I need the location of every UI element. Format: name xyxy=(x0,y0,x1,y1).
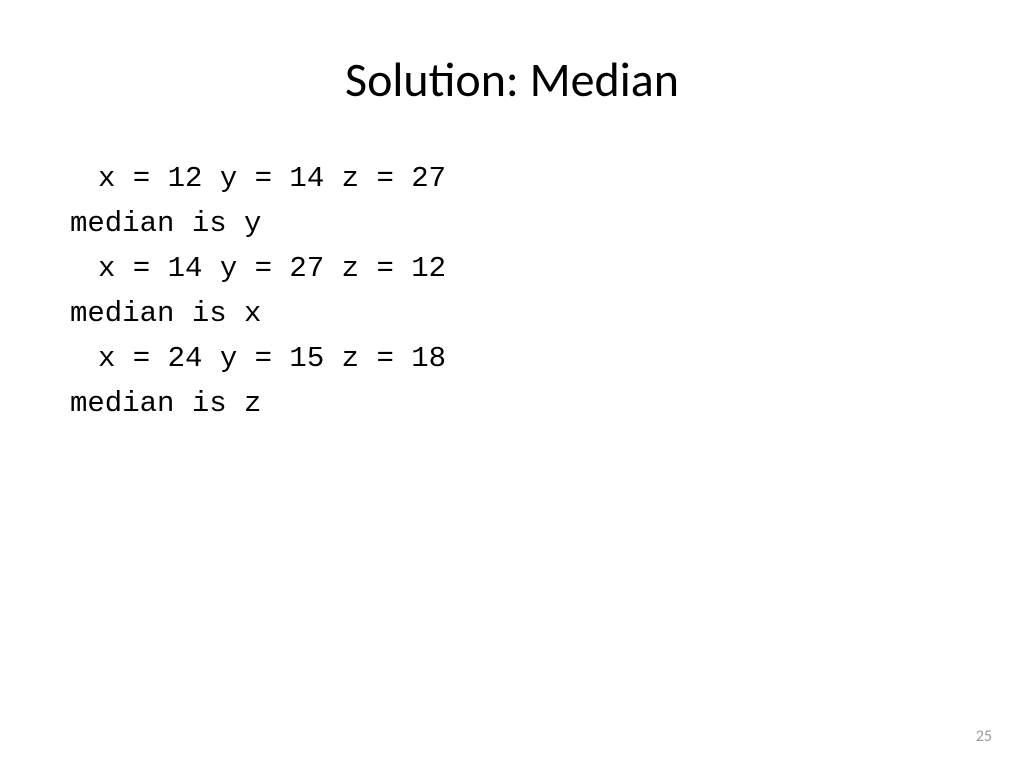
code-line: median is y xyxy=(70,202,954,247)
code-line: median is z xyxy=(70,382,954,427)
slide-title: Solution: Median xyxy=(70,50,954,109)
code-line: x = 12 y = 14 z = 27 xyxy=(70,157,954,202)
slide-container: Solution: Median x = 12 y = 14 z = 27 me… xyxy=(0,0,1024,768)
code-line: x = 24 y = 15 z = 18 xyxy=(70,337,954,382)
code-line: x = 14 y = 27 z = 12 xyxy=(70,247,954,292)
page-number: 25 xyxy=(976,727,992,746)
code-line: median is x xyxy=(70,292,954,337)
slide-content: x = 12 y = 14 z = 27 median is y x = 14 … xyxy=(70,157,954,427)
